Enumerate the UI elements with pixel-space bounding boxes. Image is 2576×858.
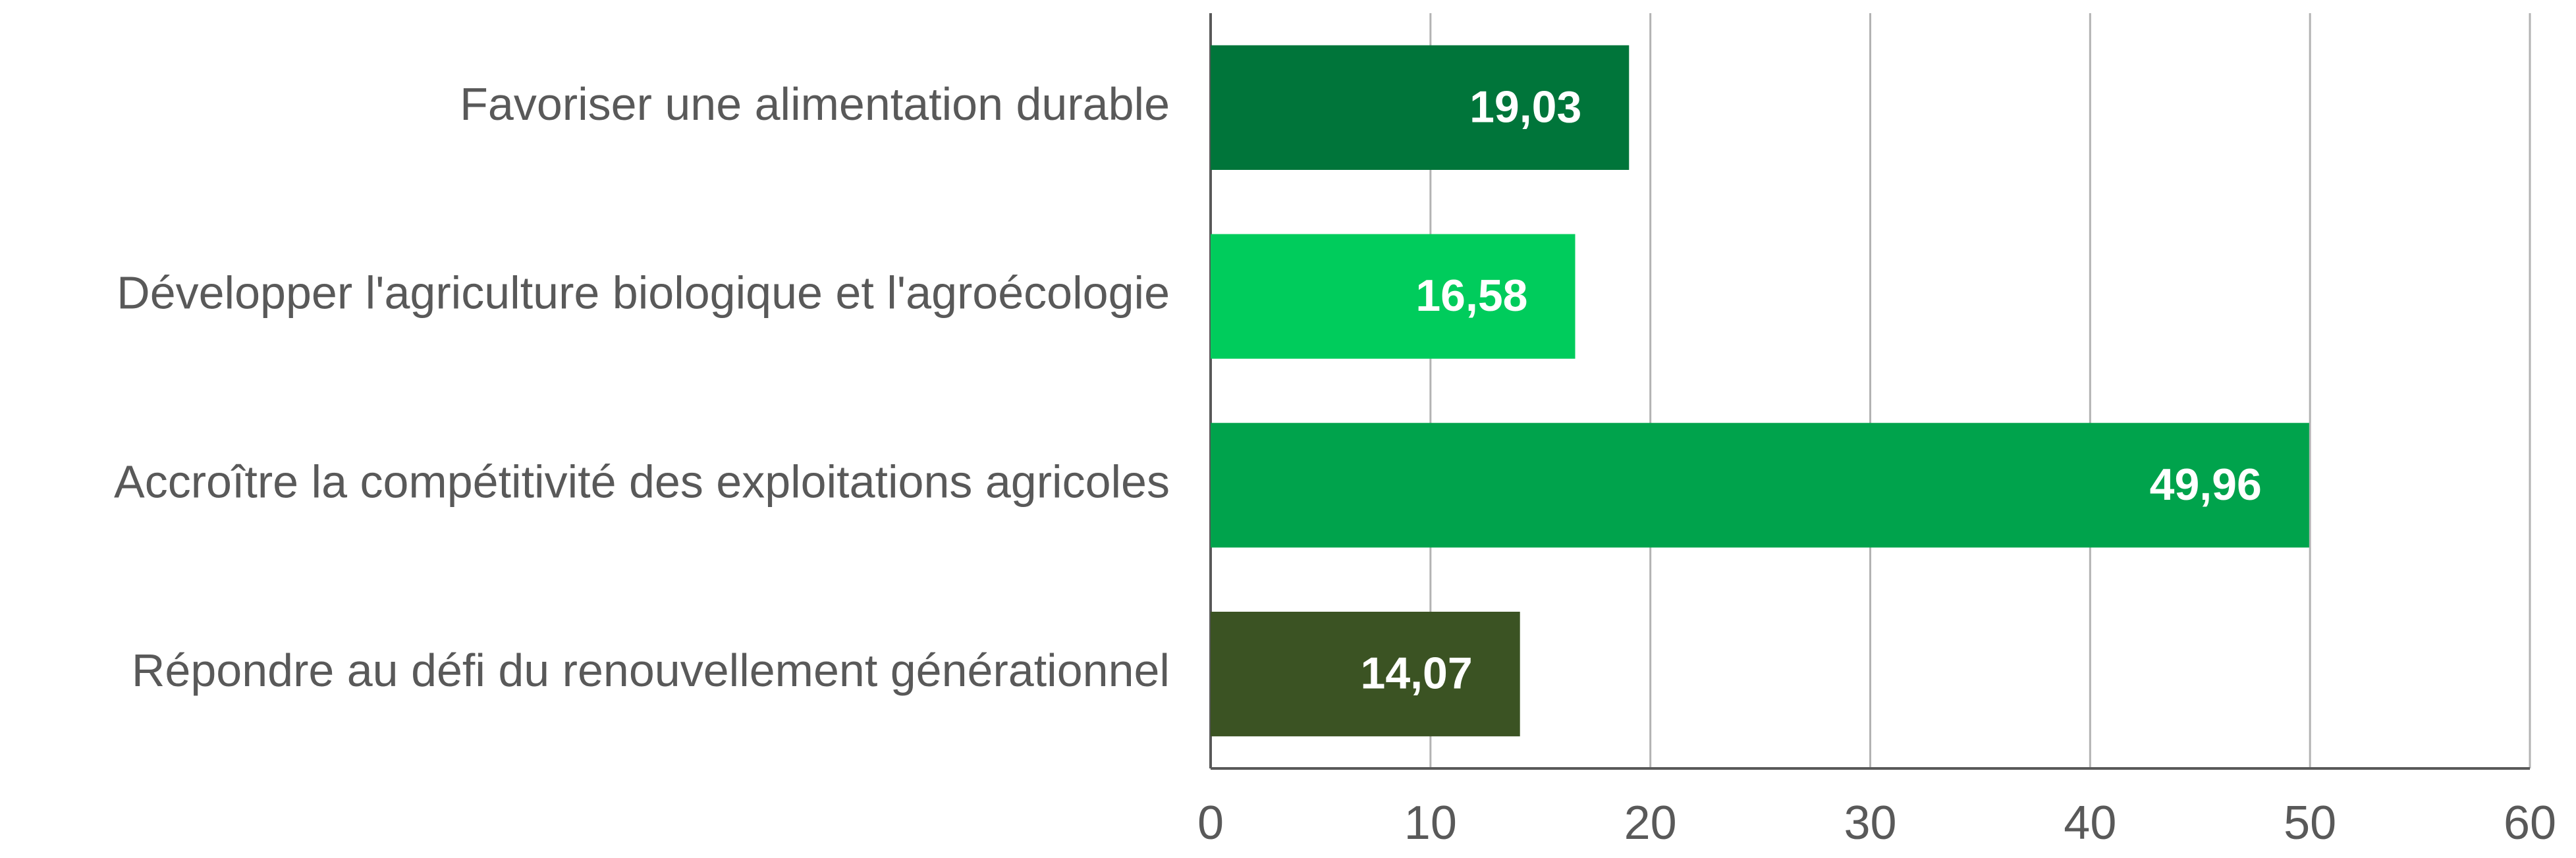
y-tick-label: Favoriser une alimentation durable	[460, 78, 1170, 130]
bar	[1211, 45, 1630, 171]
x-tick-label: 50	[2284, 797, 2336, 849]
y-tick-label: Développer l'agriculture biologique et l…	[117, 267, 1170, 319]
x-tick-label: 30	[1844, 797, 1896, 849]
value-label: 14,07	[1361, 649, 1473, 699]
y-tick-label: Accroître la compétitivité des exploitat…	[114, 456, 1170, 507]
bar	[1211, 611, 1520, 737]
value-label: 19,03	[1469, 82, 1581, 132]
x-tick-label: 0	[1197, 797, 1224, 849]
x-tick-label: 20	[1624, 797, 1677, 849]
value-label: 49,96	[2150, 460, 2262, 510]
x-tick-label: 60	[2504, 797, 2556, 849]
x-tick-label: 10	[1404, 797, 1457, 849]
value-label: 16,58	[1415, 271, 1527, 321]
bar	[1211, 423, 2309, 548]
y-tick-label: Répondre au défi du renouvellement génér…	[132, 645, 1170, 696]
x-tick-label: 40	[2064, 797, 2116, 849]
bar	[1211, 234, 1576, 359]
